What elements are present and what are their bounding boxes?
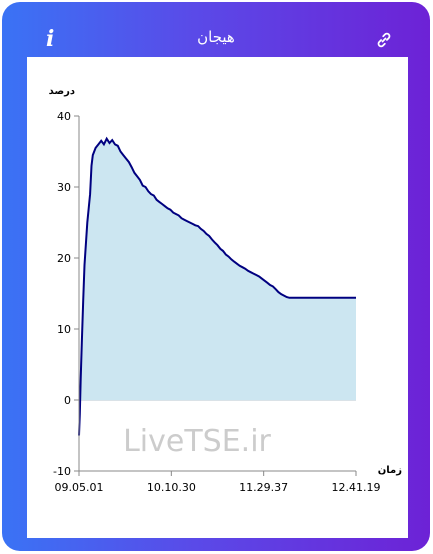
x-tick-label: 12.41.19 [332,481,381,494]
x-tick-label: 10.10.30 [147,481,196,494]
y-tick-label: 30 [57,181,71,194]
y-tick-label: 40 [57,110,71,123]
chart: درصد زمان -10 0 10 20 30 40 09.05.01 10.10.30 11… [49,86,403,494]
series-line [78,136,356,436]
page-title: هیجان [197,28,235,46]
y-tick-label: 10 [57,323,71,336]
y-tick-label: 20 [57,252,71,265]
y-axis-label: درصد [49,86,75,97]
area-fill [79,138,356,436]
chart-card: درصد زمان -10 0 10 20 30 40 09.05.01 10.10.30 11… [27,57,408,538]
watermark: LiveTSE.ir [123,424,271,459]
y-tick-label: 0 [64,394,71,407]
x-axis-label: زمان [378,465,402,476]
info-icon[interactable]: i [46,26,55,52]
link-icon[interactable] [375,31,393,49]
x-tick-label: 09.05.01 [55,481,104,494]
app-window: i هیجان درصد زمان -10 0 10 20 30 40 09.05.01 10… [2,2,430,551]
y-tick-label: -10 [53,465,71,478]
x-tick-label: 11.29.37 [239,481,288,494]
